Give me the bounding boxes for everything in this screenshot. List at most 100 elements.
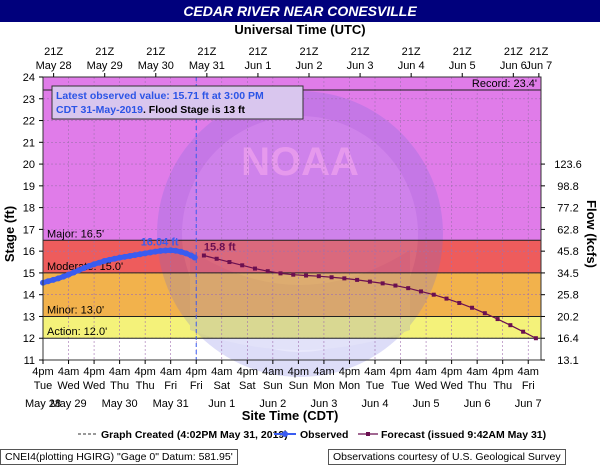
stage-tick-label: 17 [23,224,35,236]
flow-tick-label: 20.2 [557,311,578,323]
plot-frame [42,76,542,361]
noaa-logo-watermark: NOAA [157,91,443,377]
cdt-tick-day: Tue [366,380,385,392]
utc-tick-date: May 29 [87,60,123,72]
utc-tick-time: 21Z [351,46,370,58]
utc-tick-time: 21Z [197,46,216,58]
stage-tick-label: 19 [23,181,35,193]
cdt-tick-day: Wed [57,380,79,392]
forecast-point [355,277,360,282]
info-line-2-date: CDT 31-May-2019 [56,104,143,116]
cdt-axis-ticks: 4pm Tue May 28 4am Wed May 29 4pm Wed 4am Thu May … [25,360,542,410]
cdt-tick-time: 4pm [390,366,411,378]
info-line-1: Latest observed value: 15.71 ft at 3:00 … [56,90,264,102]
observed-point [172,247,179,254]
cdt-tick-date: Jun 4 [362,398,389,410]
cdt-tick-time: 4pm [83,366,104,378]
observed-point [191,254,198,261]
cdt-tick-date: May 29 [50,398,86,410]
utc-tick-date: Jun 1 [244,60,271,72]
forecast-point [291,272,296,277]
cdt-tick-date: Jun 6 [464,398,491,410]
forecast-point [418,289,423,294]
utc-tick-date: Jun 4 [398,60,425,72]
observed-point [106,256,113,263]
legend: Graph Created (4:02PM May 31, 2019) Obse… [78,429,546,441]
cdt-tick-day: Sat [214,380,231,392]
observed-point [50,276,57,283]
observed-point [147,249,154,256]
forecast-point [201,253,206,258]
observed-point [96,259,103,266]
threshold-label: Record: 23.4' [472,78,537,90]
flow-tick-label: 25.8 [557,290,578,302]
utc-tick-date: Jun 6 [500,60,527,72]
flow-tick-label: 34.5 [557,268,578,280]
observed-point [152,248,159,255]
observed-point [126,252,133,259]
stage-tick-label: 12 [23,333,35,345]
cdt-tick-date: Jun 1 [208,398,235,410]
utc-tick-date: Jun 3 [347,60,374,72]
flow-tick-label: 77.2 [557,203,578,215]
utc-tick-time: 21Z [529,46,548,58]
cdt-tick-date: May 31 [153,398,189,410]
forecast-series [201,253,538,341]
forecast-point [240,263,245,268]
flow-axis-ticks: 16.4 20.2 25.8 34.5 45.8 62.8 77.2 98.8 123.6 13.… [541,159,582,367]
stage-tick-label: 11 [24,355,35,367]
stage-tick-label: 22 [23,116,35,128]
cdt-tick-time: 4pm [441,366,462,378]
cdt-tick-day: Sun [289,380,309,392]
forecast-point [278,271,283,276]
observed-point [157,247,164,254]
y2-axis-title: Flow (kcfs) [584,200,599,268]
cdt-tick-time: 4am [109,366,130,378]
info-line-2-flood: . Flood Stage is 13 ft [143,104,246,116]
observed-point [70,269,77,276]
cdt-tick-day: Thu [493,380,512,392]
observed-point [183,250,190,257]
cdt-tick-date: Jun 5 [413,398,440,410]
utc-tick-time: 21Z [402,46,421,58]
cdt-tick-date: Jun 7 [515,398,542,410]
utc-tick-date: May 28 [36,60,72,72]
utc-tick-time: 21Z [248,46,267,58]
cdt-tick-day: Sun [263,380,283,392]
stage-axis-ticks: 11 12 13 14 15 16 17 18 19 20 21 22 23 24 [23,72,43,367]
cdt-tick-day: Mon [313,380,334,392]
y-axis-title: Stage (ft) [2,206,17,262]
top-axis-title: Universal Time (UTC) [234,22,365,37]
utc-tick-time: 21Z [44,46,63,58]
stage-tick-label: 24 [23,72,35,84]
forecast-point [214,256,219,261]
cdt-tick-time: 4am [211,366,232,378]
cdt-tick-time: 4pm [32,366,53,378]
cdt-tick-day: Tue [391,380,410,392]
stage-tick-label: 18 [23,203,35,215]
cdt-tick-time: 4am [415,366,436,378]
observed-point [137,251,144,258]
forecast-point [508,323,513,328]
utc-tick-date: May 30 [138,60,174,72]
observed-point [116,254,123,261]
forecast-point [227,260,232,265]
observed-series [40,247,198,286]
utc-tick-time: 21Z [95,46,114,58]
flow-tick-label: 13.1 [557,355,578,367]
legend-forecast: Forecast (issued 9:42AM May 31) [381,429,546,441]
cdt-tick-time: 4am [262,366,283,378]
cdt-tick-day: Tue [34,380,53,392]
forecast-point [482,311,487,316]
observed-point [131,252,138,259]
cdt-tick-date: May 30 [102,398,138,410]
observed-point [60,273,67,280]
cdt-tick-time: 4pm [186,366,207,378]
observed-point [167,247,174,254]
observed-point [85,262,92,269]
threshold-label: Major: 16.5' [47,228,104,240]
cdt-tick-day: Fri [190,380,203,392]
cdt-tick-time: 4am [313,366,334,378]
peak-annotation: 15.8 ft [204,242,236,254]
